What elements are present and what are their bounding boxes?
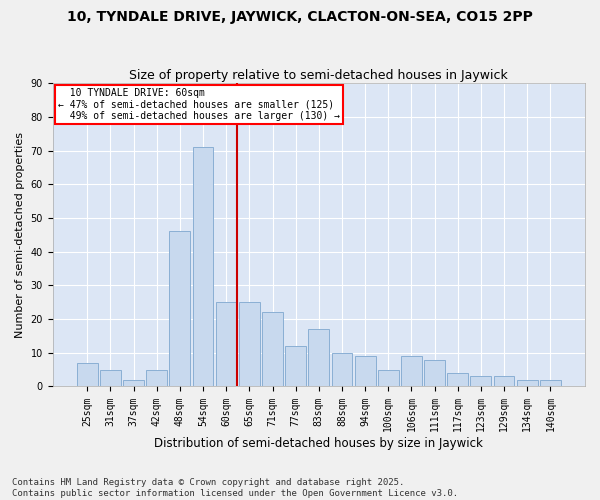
Bar xyxy=(378,370,399,386)
Bar xyxy=(540,380,561,386)
Text: Contains HM Land Registry data © Crown copyright and database right 2025.
Contai: Contains HM Land Registry data © Crown c… xyxy=(12,478,458,498)
Bar xyxy=(494,376,514,386)
Bar xyxy=(355,356,376,386)
Bar xyxy=(424,360,445,386)
Y-axis label: Number of semi-detached properties: Number of semi-detached properties xyxy=(15,132,25,338)
Bar xyxy=(193,147,214,386)
Text: 10, TYNDALE DRIVE, JAYWICK, CLACTON-ON-SEA, CO15 2PP: 10, TYNDALE DRIVE, JAYWICK, CLACTON-ON-S… xyxy=(67,10,533,24)
X-axis label: Distribution of semi-detached houses by size in Jaywick: Distribution of semi-detached houses by … xyxy=(154,437,483,450)
Bar xyxy=(285,346,306,387)
Bar xyxy=(77,363,98,386)
Title: Size of property relative to semi-detached houses in Jaywick: Size of property relative to semi-detach… xyxy=(130,69,508,82)
Bar xyxy=(146,370,167,386)
Bar xyxy=(332,353,352,386)
Bar xyxy=(308,329,329,386)
Bar xyxy=(470,376,491,386)
Bar xyxy=(123,380,144,386)
Bar xyxy=(448,373,468,386)
Text: 10 TYNDALE DRIVE: 60sqm  
← 47% of semi-detached houses are smaller (125)
  49% : 10 TYNDALE DRIVE: 60sqm ← 47% of semi-de… xyxy=(58,88,340,121)
Bar xyxy=(517,380,538,386)
Bar xyxy=(401,356,422,386)
Bar xyxy=(262,312,283,386)
Bar xyxy=(216,302,236,386)
Bar xyxy=(169,232,190,386)
Bar xyxy=(100,370,121,386)
Bar xyxy=(239,302,260,386)
